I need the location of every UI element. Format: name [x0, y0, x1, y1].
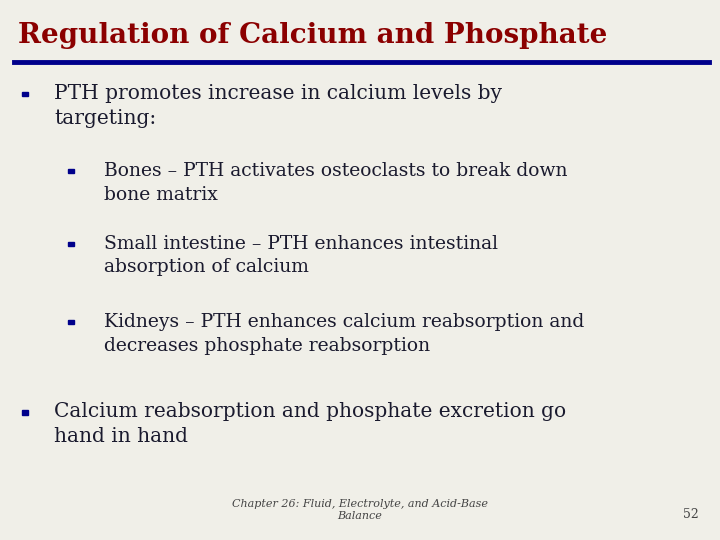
Text: Chapter 26: Fluid, Electrolyte, and Acid-Base
Balance: Chapter 26: Fluid, Electrolyte, and Acid…: [232, 499, 488, 521]
FancyBboxPatch shape: [68, 242, 74, 246]
FancyBboxPatch shape: [22, 410, 27, 415]
FancyBboxPatch shape: [22, 91, 27, 96]
Text: Calcium reabsorption and phosphate excretion go
hand in hand: Calcium reabsorption and phosphate excre…: [54, 402, 566, 446]
Text: Bones – PTH activates osteoclasts to break down
bone matrix: Bones – PTH activates osteoclasts to bre…: [104, 162, 568, 204]
FancyBboxPatch shape: [68, 320, 74, 324]
Text: Kidneys – PTH enhances calcium reabsorption and
decreases phosphate reabsorption: Kidneys – PTH enhances calcium reabsorpt…: [104, 313, 585, 355]
Text: Small intestine – PTH enhances intestinal
absorption of calcium: Small intestine – PTH enhances intestina…: [104, 235, 498, 276]
Text: 52: 52: [683, 508, 698, 521]
FancyBboxPatch shape: [68, 169, 74, 173]
Text: Regulation of Calcium and Phosphate: Regulation of Calcium and Phosphate: [18, 22, 608, 49]
Text: PTH promotes increase in calcium levels by
targeting:: PTH promotes increase in calcium levels …: [54, 84, 502, 127]
